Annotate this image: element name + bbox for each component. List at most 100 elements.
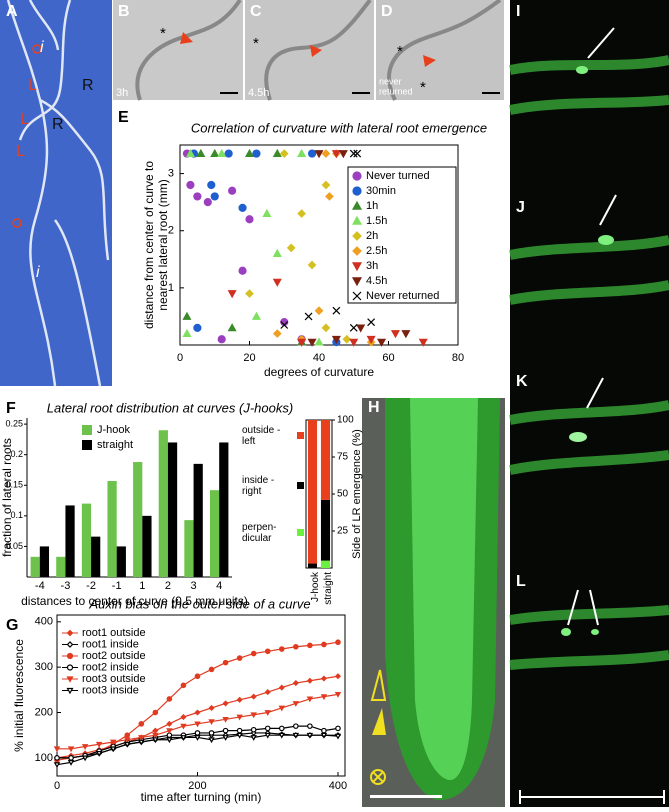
point (279, 149, 289, 158)
point (278, 684, 285, 691)
x-tick-label: 0 (177, 352, 183, 364)
bar-segment (320, 560, 331, 568)
legend-swatch (297, 432, 304, 439)
point (272, 329, 282, 338)
legend-marker (352, 186, 362, 196)
legend-label-box: outside - left (242, 425, 280, 447)
legend-swatch (297, 482, 304, 489)
point (182, 328, 192, 337)
point (250, 693, 257, 700)
point (238, 266, 247, 275)
bar (167, 442, 178, 577)
y-tick-label: 1 (168, 282, 174, 294)
point (335, 639, 341, 646)
image-label: i (36, 264, 40, 281)
point (236, 714, 243, 721)
panel-letter: L (516, 573, 526, 590)
star: * (253, 35, 259, 52)
scale-bar (370, 795, 442, 798)
point (236, 727, 243, 734)
x-tick-label: -1 (112, 580, 122, 592)
point (251, 311, 261, 320)
x-tick-label: 1 (139, 580, 145, 592)
y-tick-label: 75 (337, 452, 349, 463)
legend-label: perpen- dicular (242, 522, 277, 544)
point (278, 646, 285, 652)
bar (193, 463, 203, 577)
point (418, 338, 428, 347)
marker-circle (32, 44, 42, 54)
point (320, 732, 328, 739)
point (222, 735, 229, 741)
legend-marker (352, 291, 362, 301)
point (342, 334, 352, 344)
y-tick-label: 3 (168, 167, 174, 179)
point (307, 723, 313, 729)
x-tick-label: 4 (216, 580, 222, 592)
y-tick-label: 0.1 (10, 510, 23, 520)
point (321, 149, 331, 158)
legend-marker (66, 687, 74, 695)
bar-segment (307, 420, 318, 564)
point (331, 335, 341, 345)
point (349, 149, 358, 158)
point (210, 148, 220, 157)
point (338, 150, 348, 159)
point (320, 694, 328, 701)
legend-label: root1 inside (82, 638, 139, 650)
bar (56, 556, 66, 577)
point (124, 741, 131, 748)
legend-label: root1 outside (82, 627, 146, 639)
x-tick-label: 0 (54, 780, 60, 792)
root-fluorescence (509, 55, 669, 670)
primordium (598, 235, 614, 245)
legend-label: inside - right (242, 475, 275, 497)
point (166, 720, 173, 727)
legend-label: 4.5h (366, 275, 387, 287)
bar (158, 430, 168, 577)
point (278, 705, 286, 712)
image-label: i (40, 39, 44, 56)
point (152, 709, 159, 716)
point (252, 149, 261, 158)
point (321, 323, 331, 333)
point (81, 755, 89, 762)
point (138, 721, 145, 727)
legend-marker (352, 246, 362, 256)
point (292, 679, 299, 687)
legend-label: Never turned (366, 170, 430, 182)
panel-letter: G (6, 617, 18, 634)
point (272, 278, 282, 287)
point (208, 704, 215, 712)
x-axis-label: degrees of curvature (264, 365, 374, 379)
x-tick-label: 2 (165, 580, 171, 592)
legend-marker (351, 262, 363, 272)
point (236, 655, 243, 661)
image-c (245, 0, 374, 100)
panel-letter: D (381, 3, 393, 20)
point (109, 739, 117, 746)
bar (142, 515, 152, 577)
point (166, 696, 173, 702)
panel-letter: C (250, 3, 262, 20)
point (166, 737, 173, 744)
arrow-symbol (370, 669, 387, 701)
arrowhead (423, 55, 436, 67)
point (95, 750, 103, 757)
legend-label-box: inside - right (242, 475, 275, 497)
legend-label: Never returned (366, 290, 439, 302)
point (401, 330, 411, 339)
legend-label: 2.5h (366, 245, 387, 257)
image-label: L (28, 77, 37, 94)
legend-marker (352, 171, 362, 181)
legend-marker (66, 629, 74, 637)
legend-swatch (82, 425, 92, 435)
point (304, 312, 313, 321)
point (292, 701, 300, 707)
point (367, 318, 376, 327)
legend-label: straight (97, 439, 133, 451)
bar (219, 442, 229, 577)
scale-bar (519, 790, 665, 804)
point (138, 739, 145, 746)
point (203, 198, 212, 207)
